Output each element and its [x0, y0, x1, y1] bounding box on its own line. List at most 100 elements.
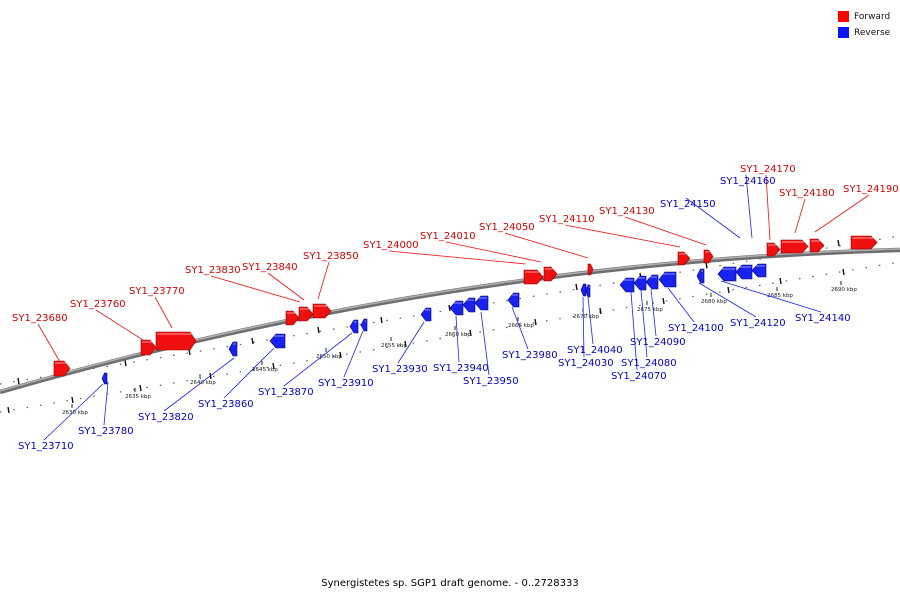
reverse-gene-leader [343, 330, 364, 378]
reverse-gene-label: SY1_24030 [558, 358, 614, 369]
reverse-gene-arrow [449, 300, 464, 316]
forward-gene-arrow [780, 239, 809, 254]
scale-label: 2680 kbp [701, 299, 727, 305]
legend-label-forward: Forward [854, 11, 891, 22]
forward-gene-label: SY1_23760 [70, 299, 126, 310]
forward-gene-leader [95, 309, 144, 341]
reverse-gene-label: SY1_23980 [502, 350, 558, 361]
reverse-gene-leader [397, 321, 425, 364]
forward-gene-leader [267, 272, 305, 301]
forward-gene-arrow [523, 269, 544, 285]
reverse-strand-tick [727, 286, 730, 294]
forward-gene-arrow [587, 263, 594, 276]
reverse-gene-arrow [228, 341, 238, 357]
reverse-gene-label: SY1_24160 [720, 176, 776, 187]
reverse-gene-arrow [360, 318, 368, 332]
reverse-gene-label: SY1_23940 [433, 363, 489, 374]
reverse-gene-label: SY1_24120 [730, 318, 786, 329]
reverse-gene-leader [587, 296, 594, 345]
forward-gene-arrow [53, 360, 71, 377]
forward-gene-label: SY1_24000 [363, 240, 419, 251]
reverse-gene-leader [720, 280, 822, 313]
reverse-strand-tick [534, 318, 537, 326]
reverse-gene-leader [163, 357, 235, 412]
scale-label: 2630 kbp [62, 410, 88, 416]
forward-gene-leader [564, 224, 681, 248]
reverse-gene-leader [480, 311, 490, 376]
forward-gene-leader [624, 216, 707, 246]
reverse-gene-label: SY1_23820 [138, 412, 194, 423]
reverse-gene-arrow [474, 295, 489, 311]
reverse-gene-label: SY1_24100 [668, 323, 724, 334]
forward-gene-label: SY1_24190 [843, 184, 899, 195]
scale-label: 2655 kbp [381, 343, 407, 349]
reverse-strand-tick [139, 384, 142, 392]
reverse-strand-tick [599, 307, 602, 315]
reverse-gene-arrow [580, 283, 587, 297]
reverse-gene-arrow [645, 274, 659, 290]
forward-gene-leader [210, 275, 301, 303]
reverse-gene-arrow [751, 263, 767, 278]
reverse-gene-label: SY1_23870 [258, 387, 314, 398]
forward-gene-leader [388, 250, 527, 265]
forward-gene-arrow [703, 249, 714, 264]
forward-gene-leader [814, 194, 870, 233]
reverse-gene-leader [223, 347, 275, 399]
reverse-gene-label: SY1_24150 [660, 199, 716, 210]
legend-item-reverse: Reverse [838, 25, 898, 40]
reverse-gene-leader [511, 306, 529, 350]
scale-label: 2635 kbp [125, 394, 151, 400]
legend-label-reverse: Reverse [854, 27, 891, 38]
reverse-strand-tick [779, 277, 782, 285]
forward-gene-arrow [543, 266, 558, 282]
scale-label: 2645 kbp [252, 367, 278, 373]
reverse-gene-label: SY1_23950 [463, 376, 519, 387]
forward-gene-leader [765, 174, 771, 241]
reverse-strand-tick [272, 362, 275, 370]
forward-strand-tick [448, 304, 451, 312]
forward-strand-tick [124, 359, 127, 367]
forward-gene-label: SY1_24130 [599, 206, 655, 217]
reverse-gene-leader [685, 197, 741, 239]
reverse-gene-arrow [101, 372, 108, 385]
reverse-gene-label: SY1_23860 [198, 399, 254, 410]
reverse-gene-leader [630, 291, 638, 371]
reverse-gene-label: SY1_24140 [795, 313, 851, 324]
reverse-gene-label: SY1_23930 [372, 364, 428, 375]
forward-gene-arrow [766, 242, 781, 257]
forward-gene-label: SY1_24050 [479, 222, 535, 233]
forward-gene-label: SY1_24010 [420, 231, 476, 242]
reverse-gene-arrow [619, 277, 635, 293]
reverse-gene-label: SY1_24040 [567, 345, 623, 356]
forward-gene-arrow [850, 235, 878, 250]
scale-label: 2660 kbp [445, 332, 471, 338]
forward-gene-leader [445, 241, 542, 263]
reverse-gene-arrow [658, 271, 677, 288]
scale-label: 2640 kbp [190, 380, 216, 386]
reverse-gene-leader [103, 381, 109, 426]
forward-gene-arrow [155, 331, 197, 351]
reverse-strand-tick [339, 351, 342, 359]
forward-strand-tick [317, 326, 320, 334]
forward-gene-label: SY1_23680 [12, 313, 68, 324]
forward-strand-tick [380, 316, 383, 324]
forward-gene-label: SY1_23850 [303, 251, 359, 262]
reverse-gene-leader [745, 174, 753, 239]
forward-gene-label: SY1_23830 [185, 265, 241, 276]
reverse-gene-leader [455, 315, 460, 363]
forward-strand-tick [17, 377, 20, 385]
scale-label: 2665 kbp [508, 323, 534, 329]
reverse-gene-leader [582, 296, 585, 358]
forward-strand-tick [575, 283, 578, 291]
reverse-gene-arrow [420, 307, 432, 322]
reverse-gene-label: SY1_23710 [18, 441, 74, 452]
reverse-gene-label: SY1_24090 [630, 337, 686, 348]
forward-strand-tick [251, 337, 254, 345]
legend: Forward Reverse [838, 9, 898, 41]
forward-gene-label: SY1_24170 [740, 164, 796, 175]
reverse-gene-label: SY1_23780 [78, 426, 134, 437]
forward-gene-leader [504, 232, 589, 259]
reverse-gene-arrow [349, 319, 359, 334]
forward-swatch [838, 11, 849, 22]
reverse-gene-arrow [633, 275, 647, 291]
